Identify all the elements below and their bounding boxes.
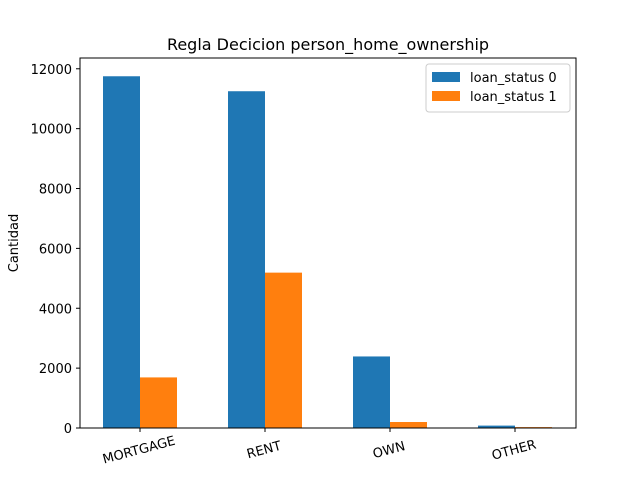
bar-mortgage-series-0 [103,76,140,428]
plot-frame [79,57,577,429]
x-axis: MORTGAGE RENT OWN OTHER [101,428,538,468]
y-tick-label-1: 2000 [39,362,72,377]
y-axis-label: Cantidad [7,214,22,272]
x-tick-label-rent: RENT [245,439,283,463]
x-tick-label-other: OTHER [490,438,538,464]
legend-box [425,63,571,113]
bars [103,76,552,429]
legend-swatch-1 [432,91,460,101]
y-tick-label-0: 0 [64,422,72,437]
legend: loan_status 0 loan_status 1 [425,63,571,113]
bar-rent-series-0 [228,91,265,429]
y-tick-label-4: 8000 [39,183,72,198]
x-tick-label-mortgage: MORTGAGE [101,434,177,468]
bar-own-series-0 [353,356,390,428]
bar-other-series-0 [478,425,515,428]
y-axis: 0 2000 4000 6000 8000 10000 12000 [31,63,80,437]
legend-label-1: loan_status 1 [470,90,557,105]
y-tick-label-3: 6000 [39,242,72,257]
legend-label-0: loan_status 0 [470,71,557,86]
bar-own-series-1 [390,422,427,428]
chart-title: Regla Decicion person_home_ownership [167,35,489,55]
bar-rent-series-1 [265,272,302,428]
legend-swatch-0 [432,72,460,82]
y-tick-label-5: 10000 [31,123,72,138]
y-tick-label-6: 12000 [31,63,72,78]
x-tick-label-own: OWN [371,439,407,462]
bar-mortgage-series-1 [140,377,177,428]
y-tick-label-2: 4000 [39,302,72,317]
